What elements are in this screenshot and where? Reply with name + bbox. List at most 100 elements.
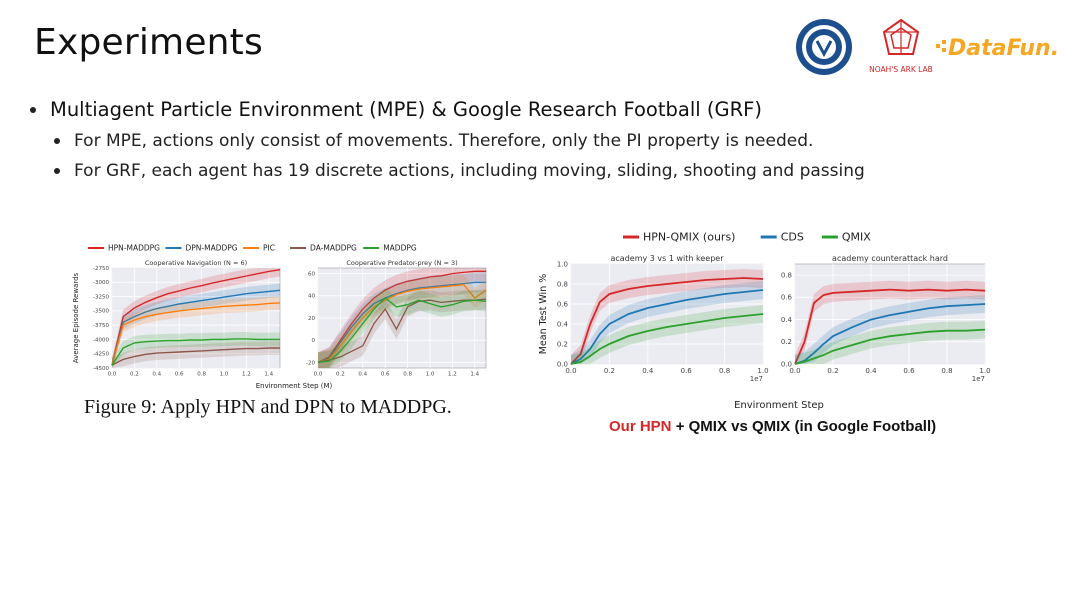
x-tick-label: 0.6 bbox=[681, 367, 693, 375]
y-axis-label: Mean Test Win % bbox=[538, 274, 549, 355]
sub-bullet: For GRF, each agent has 19 discrete acti… bbox=[54, 161, 1050, 181]
figure-football: HPN-QMIX (ours) CDS QMIX academy 3 vs 1 wit… bbox=[538, 231, 991, 411]
series-band-hpn-qmix-ours- bbox=[571, 269, 763, 364]
plot-area bbox=[794, 263, 986, 365]
x-tick-label: 1.0 bbox=[426, 372, 435, 378]
bullet-main: Multiagent Particle Environment (MPE) & … bbox=[30, 98, 1050, 121]
y-tick-label: 0.2 bbox=[781, 338, 792, 346]
x-tick-label: 0.4 bbox=[865, 367, 877, 375]
series-line-qmix bbox=[570, 313, 764, 365]
datafun-text: DataFun. bbox=[948, 36, 1059, 61]
series-band-pic bbox=[112, 296, 280, 368]
x-scale-label: 1e7 bbox=[972, 375, 985, 383]
y-tick-label: 0.6 bbox=[557, 300, 569, 308]
x-tick-label: 0.4 bbox=[642, 367, 654, 375]
legend-label: QMIX bbox=[842, 231, 871, 244]
y-tick-label: 0.4 bbox=[781, 316, 793, 324]
series-line-cds bbox=[794, 303, 986, 365]
chart-title: academy counterattack hard bbox=[832, 254, 948, 263]
x-tick-label: 1.2 bbox=[448, 372, 457, 378]
y-tick-label: 0.0 bbox=[781, 360, 792, 368]
legend-label: CDS bbox=[781, 231, 804, 244]
legend-label: HPN-MADDPG bbox=[108, 244, 160, 253]
x-axis-label: Environment Step (M) bbox=[256, 382, 333, 390]
series-line-pic bbox=[317, 284, 487, 364]
bullet-dot-icon bbox=[54, 168, 60, 174]
x-tick-label: 0.0 bbox=[789, 367, 800, 375]
x-tick-label: 0.0 bbox=[565, 367, 576, 375]
x-tick-label: 0.4 bbox=[152, 372, 161, 378]
lab-label: NOAH'S ARK LAB bbox=[869, 65, 933, 74]
bullet-list: Multiagent Particle Environment (MPE) & … bbox=[30, 98, 1050, 181]
sub-bullet: For MPE, actions only consist of movemen… bbox=[54, 131, 1050, 151]
y-tick-label: -4000 bbox=[93, 337, 109, 343]
y-tick-label: 0.0 bbox=[557, 360, 568, 368]
legend-label: DPN-MADDPG bbox=[186, 244, 238, 253]
series-line-pic bbox=[111, 302, 281, 366]
y-tick-label: -3250 bbox=[93, 294, 109, 300]
chart-title: Cooperative Navigation (N = 6) bbox=[145, 259, 247, 267]
series-line-hpn-qmix-ours- bbox=[570, 277, 764, 365]
football-caption: Our HPN + QMIX vs QMIX (in Google Footba… bbox=[609, 418, 936, 435]
series-band-da-maddpg bbox=[112, 341, 280, 368]
y-tick-label: 0.2 bbox=[557, 340, 568, 348]
chart-title: Cooperative Predator-prey (N = 3) bbox=[346, 259, 457, 267]
x-tick-label: 0.8 bbox=[719, 367, 730, 375]
x-tick-label: 0.2 bbox=[827, 367, 838, 375]
x-scale-label: 1e7 bbox=[750, 375, 763, 383]
x-tick-label: 0.8 bbox=[403, 372, 412, 378]
x-tick-label: 0.8 bbox=[197, 372, 206, 378]
series-band-dpn-maddpg bbox=[112, 283, 280, 368]
y-tick-label: -3000 bbox=[93, 280, 109, 286]
x-tick-label: 0.6 bbox=[381, 372, 390, 378]
bullet-dot-icon bbox=[54, 138, 60, 144]
football-caption-rest: + QMIX vs QMIX (in Google Football) bbox=[675, 418, 937, 435]
series-line-qmix bbox=[794, 328, 986, 365]
x-tick-label: 1.0 bbox=[979, 367, 990, 375]
y-tick-label: -3750 bbox=[93, 323, 109, 329]
bullet-text: Multiagent Particle Environment (MPE) & … bbox=[50, 98, 762, 121]
x-tick-label: 1.4 bbox=[470, 372, 479, 378]
y-tick-label: 20 bbox=[308, 316, 315, 322]
x-tick-label: 1.2 bbox=[242, 372, 251, 378]
legend-label: DA-MADDPG bbox=[310, 244, 357, 253]
sub-bullet-text: For GRF, each agent has 19 discrete acti… bbox=[74, 161, 865, 181]
y-tick-label: 1.0 bbox=[557, 260, 568, 268]
y-tick-label: 40 bbox=[308, 294, 315, 300]
figure-mpe: HPN-MADDPG DPN-MADDPG PIC DA-MADDPG MADDPG Co… bbox=[72, 244, 487, 390]
y-tick-label: 0.4 bbox=[557, 320, 569, 328]
slide-title: Experiments bbox=[34, 22, 263, 63]
x-axis-label: Environment Step bbox=[734, 400, 824, 411]
series-band-da-maddpg bbox=[318, 289, 486, 368]
x-tick-label: 0.8 bbox=[941, 367, 952, 375]
bullet-dot-icon bbox=[30, 106, 36, 113]
x-tick-label: 0.6 bbox=[903, 367, 915, 375]
x-tick-label: 0.4 bbox=[358, 372, 367, 378]
series-line-dpn-maddpg bbox=[317, 281, 486, 364]
legend-label: MADDPG bbox=[383, 244, 417, 253]
noahs-ark-lab-logo: NOAH'S ARK LAB bbox=[869, 18, 933, 74]
x-tick-label: 0.6 bbox=[175, 372, 184, 378]
x-tick-label: 1.4 bbox=[264, 372, 273, 378]
x-tick-label: 0.0 bbox=[108, 372, 117, 378]
logo-group: NOAH'S ARK LAB DataFun. bbox=[796, 18, 1059, 75]
series-line-da-maddpg bbox=[111, 347, 280, 366]
x-tick-label: 0.0 bbox=[314, 372, 323, 378]
datafun-logo: DataFun. bbox=[936, 36, 1059, 61]
series-line-maddpg bbox=[317, 297, 487, 364]
y-tick-label: 0.6 bbox=[781, 294, 793, 302]
y-tick-label: -20 bbox=[306, 360, 315, 366]
y-tick-label: -2750 bbox=[93, 266, 109, 272]
football-caption-highlight: Our HPN bbox=[609, 418, 672, 435]
y-tick-label: -4250 bbox=[93, 352, 109, 358]
series-band-cds bbox=[795, 295, 985, 364]
x-tick-label: 1.0 bbox=[220, 372, 229, 378]
series-line-maddpg bbox=[111, 338, 280, 366]
legend-label: HPN-QMIX (ours) bbox=[643, 231, 735, 244]
y-tick-label: 0.8 bbox=[557, 280, 568, 288]
series-line-hpn-maddpg bbox=[111, 269, 281, 366]
x-tick-label: 1.0 bbox=[757, 367, 768, 375]
series-band-cds bbox=[571, 281, 763, 364]
series-line-da-maddpg bbox=[317, 298, 487, 364]
figure-9-caption: Figure 9: Apply HPN and DPN to MADDPG. bbox=[84, 396, 452, 418]
